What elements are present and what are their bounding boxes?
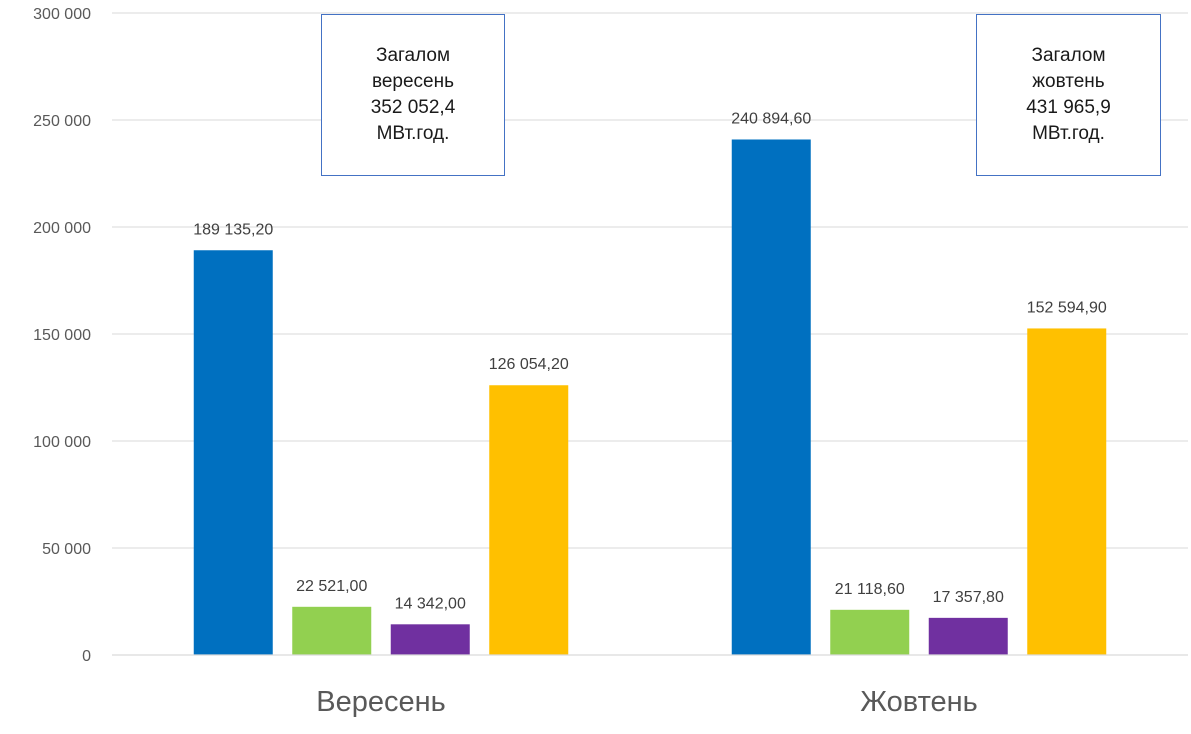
y-tick-label: 300 000 — [33, 6, 91, 23]
y-tick-label: 150 000 — [33, 327, 91, 344]
data-label: 21 118,60 — [835, 581, 905, 598]
note-line: вересень — [371, 71, 455, 92]
total-note-october: Загалом жовтень 431 965,9 МВт.год. — [976, 14, 1161, 176]
y-tick-label: 200 000 — [33, 220, 91, 237]
note-line: МВт.год. — [376, 123, 450, 144]
bar — [390, 624, 470, 655]
note-line: МВт.год. — [1032, 123, 1105, 144]
note-line: жовтень — [1032, 71, 1105, 92]
data-label: 22 521,00 — [296, 578, 367, 595]
total-note-september: Загалом вересень 352 052,4 МВт.год. — [321, 14, 505, 176]
bar — [292, 606, 372, 655]
bar — [928, 617, 1008, 655]
bar — [731, 139, 811, 656]
y-tick-label: 250 000 — [33, 113, 91, 130]
data-label: 189 135,20 — [193, 221, 273, 238]
x-category-label: Жовтень — [860, 686, 978, 718]
data-label: 17 357,80 — [933, 589, 1004, 606]
data-label: 14 342,00 — [395, 595, 466, 612]
y-tick-label: 50 000 — [42, 541, 91, 558]
note-line: Загалом — [375, 45, 451, 66]
data-label: 126 054,20 — [489, 356, 569, 373]
bar — [193, 250, 273, 655]
bar — [830, 609, 910, 655]
data-label: 240 894,60 — [731, 110, 811, 127]
bar — [1027, 328, 1107, 655]
note-line: Загалом — [1031, 45, 1106, 66]
note-line: 431 965,9 — [1026, 97, 1111, 118]
data-label: 152 594,90 — [1027, 299, 1107, 316]
y-tick-label: 100 000 — [33, 434, 91, 451]
y-tick-label: 0 — [82, 648, 91, 665]
bar — [489, 385, 569, 655]
x-category-label: Вересень — [316, 686, 445, 718]
note-line: 352 052,4 — [370, 97, 456, 118]
